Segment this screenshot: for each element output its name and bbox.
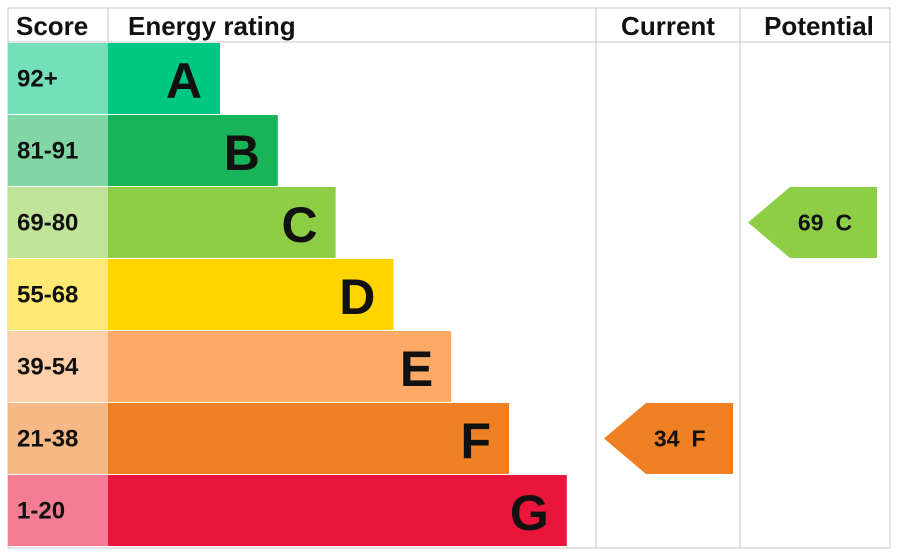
score-cell xyxy=(8,331,108,402)
rating-letter: E xyxy=(400,341,433,397)
header-rating: Energy rating xyxy=(128,11,296,41)
rating-bar xyxy=(108,115,278,186)
header-current: Current xyxy=(621,11,715,41)
score-label: 55-68 xyxy=(17,282,78,309)
current-rating: F xyxy=(692,426,706,452)
rating-letter: F xyxy=(460,413,491,469)
score-label: 1-20 xyxy=(17,498,65,525)
potential-arrow xyxy=(748,187,877,258)
rating-bar xyxy=(108,331,452,402)
rating-bar xyxy=(108,475,567,546)
header-score: Score xyxy=(16,11,88,41)
potential-score: 69 xyxy=(798,210,824,236)
score-label: 69-80 xyxy=(17,210,78,237)
score-label: 21-38 xyxy=(17,426,78,453)
rating-bar xyxy=(108,403,509,474)
score-cell-tint xyxy=(8,115,108,186)
score-cell-tint xyxy=(8,475,108,546)
score-cell xyxy=(8,43,108,114)
current-arrow xyxy=(604,403,733,474)
score-cell xyxy=(8,187,108,258)
rating-letter: D xyxy=(339,269,375,325)
rating-letter: G xyxy=(510,485,549,541)
header-potential: Potential xyxy=(764,11,874,41)
rating-bar xyxy=(108,259,394,330)
score-label: 39-54 xyxy=(17,354,79,381)
current-score: 34 xyxy=(654,426,680,452)
rating-bar xyxy=(108,187,336,258)
score-cell-tint xyxy=(8,403,108,474)
score-cell xyxy=(8,403,108,474)
score-cell-tint xyxy=(8,259,108,330)
score-cell-tint xyxy=(8,331,108,402)
score-cell-tint xyxy=(8,187,108,258)
score-cell xyxy=(8,475,108,546)
score-cell xyxy=(8,115,108,186)
potential-rating: C xyxy=(836,210,853,236)
rating-letter: B xyxy=(224,125,260,181)
score-cell-tint xyxy=(8,43,108,114)
score-cell xyxy=(8,259,108,330)
rating-letter: A xyxy=(166,53,202,109)
rating-letter: C xyxy=(281,197,317,253)
rating-bar xyxy=(108,43,220,114)
score-label: 92+ xyxy=(17,66,58,93)
score-label: 81-91 xyxy=(17,138,78,165)
